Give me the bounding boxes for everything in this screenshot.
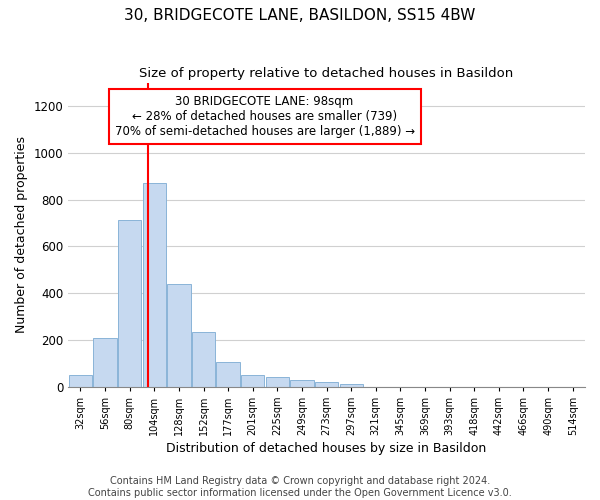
Bar (315, 382, 338, 386)
Bar (118, 220, 142, 386)
Bar (290, 380, 314, 386)
Y-axis label: Number of detached properties: Number of detached properties (15, 136, 28, 334)
Bar (340, 384, 363, 386)
Bar (241, 375, 265, 386)
Bar (94, 338, 117, 386)
Bar (167, 284, 191, 386)
Bar (266, 376, 289, 386)
Bar (192, 332, 215, 386)
Bar (143, 184, 166, 386)
Title: Size of property relative to detached houses in Basildon: Size of property relative to detached ho… (139, 68, 514, 80)
Bar (217, 362, 240, 386)
Text: 30 BRIDGECOTE LANE: 98sqm
← 28% of detached houses are smaller (739)
70% of semi: 30 BRIDGECOTE LANE: 98sqm ← 28% of detac… (115, 95, 415, 138)
Text: Contains HM Land Registry data © Crown copyright and database right 2024.
Contai: Contains HM Land Registry data © Crown c… (88, 476, 512, 498)
Bar (69, 375, 92, 386)
Text: 30, BRIDGECOTE LANE, BASILDON, SS15 4BW: 30, BRIDGECOTE LANE, BASILDON, SS15 4BW (124, 8, 476, 22)
X-axis label: Distribution of detached houses by size in Basildon: Distribution of detached houses by size … (166, 442, 487, 455)
